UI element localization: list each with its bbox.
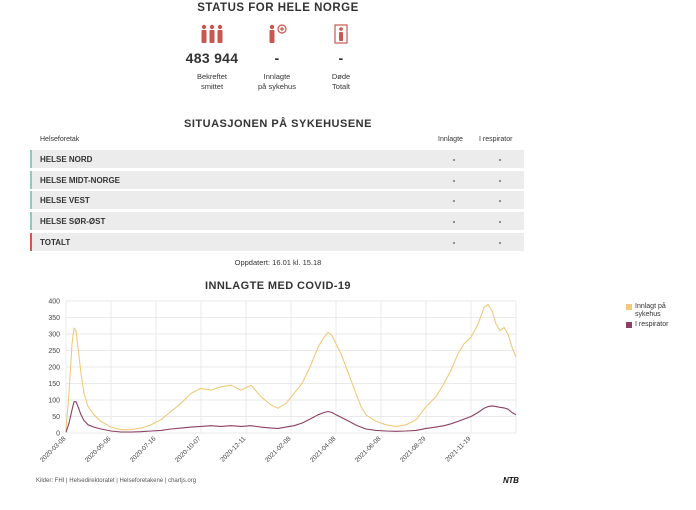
chart-series: [65, 303, 517, 433]
row-respirator: -: [498, 175, 502, 185]
deaths-value: -: [338, 50, 344, 66]
row-name: HELSE VEST: [40, 195, 90, 205]
hospital-row-totalt: TOTALT - -: [30, 233, 524, 251]
hospital-row-helse-vest: HELSE VEST - -: [30, 191, 524, 209]
hospitalized-value: -: [274, 50, 280, 66]
row-admitted: -: [452, 195, 456, 205]
status-title: STATUS FOR HELE NORGE: [197, 2, 359, 14]
legend-label: Innlagt på sykehus: [635, 303, 666, 318]
deaths-label: Døde Totalt: [331, 72, 351, 91]
row-accent-bar: [30, 150, 32, 168]
row-respirator: -: [498, 237, 502, 247]
row-respirator: -: [498, 216, 502, 226]
hospital-row-helse-midt-norge: HELSE MIDT-NORGE - -: [30, 171, 524, 189]
y-tick-label: 100: [48, 398, 60, 405]
chart-grid: [65, 300, 517, 434]
row-admitted: -: [452, 154, 456, 164]
x-tick-label: 2020-05-06: [84, 435, 113, 464]
x-tick-label: 2021-11-19: [444, 435, 472, 463]
y-tick-label: 50: [52, 414, 60, 421]
hospital-row-helse-sor-ost: HELSE SØR-ØST - -: [30, 212, 524, 230]
hospitalized-stat: - Innlagte på sykehus: [232, 22, 322, 92]
x-tick-label: 2020-03-08: [39, 435, 68, 464]
hospitals-title: SITUASJONEN PÅ SYKEHUSENE: [184, 118, 372, 130]
chart-title: INNLAGTE MED COVID-19: [205, 280, 351, 292]
header-respirator: I respirator: [479, 136, 513, 143]
hospital-row-helse-nord: HELSE NORD - -: [30, 150, 524, 168]
hospitalized-label: Innlagte på sykehus: [258, 72, 296, 91]
x-axis-ticks: 2020-03-08 2020-05-06 2020-07-16 2020-10-07…: [39, 435, 473, 464]
legend-swatch: [626, 322, 632, 328]
y-tick-label: 150: [48, 381, 60, 388]
x-tick-label: 2020-12-11: [219, 435, 247, 463]
legend-item-respirator[interactable]: I respirator: [626, 321, 685, 329]
deaths-stat: - Døde Totalt: [296, 22, 386, 92]
row-accent-bar: [30, 233, 32, 251]
x-tick-label: 2021-04-08: [309, 435, 338, 464]
sources-text: Kilder: FHI | Helsedirektoratet | Helsef…: [36, 478, 197, 484]
row-name: HELSE MIDT-NORGE: [40, 175, 121, 185]
y-tick-label: 300: [48, 332, 60, 339]
updated-timestamp: Oppdatert: 16.01 kl. 15.18: [234, 258, 322, 267]
x-tick-label: 2020-07-16: [129, 435, 158, 464]
y-tick-label: 250: [48, 348, 60, 355]
confirmed-label: Bekreftet smittet: [196, 72, 227, 91]
deceased-person-icon: [296, 22, 386, 44]
ntb-logo: NTB: [503, 476, 519, 485]
x-tick-label: 2021-02-08: [264, 435, 293, 464]
y-tick-label: 0: [56, 431, 60, 438]
legend-item-admitted[interactable]: Innlagt på sykehus: [626, 303, 685, 319]
header-admitted: Innlagte: [438, 136, 463, 143]
confirmed-stat: 483 944 Bekreftet smittet: [167, 22, 257, 92]
people-group-icon: [167, 22, 257, 44]
chart-legend: Innlagt på sykehus I respirator: [626, 303, 685, 331]
row-admitted: -: [452, 237, 456, 247]
row-name: HELSE SØR-ØST: [40, 216, 106, 226]
x-tick-label: 2021-08-29: [399, 435, 428, 464]
y-tick-label: 200: [48, 365, 60, 372]
confirmed-value: 483 944: [185, 50, 239, 66]
row-respirator: -: [498, 195, 502, 205]
series-line-admitted: [65, 303, 517, 431]
row-accent-bar: [30, 212, 32, 230]
row-name: TOTALT: [40, 237, 71, 247]
row-accent-bar: [30, 191, 32, 209]
y-tick-label: 350: [48, 315, 60, 322]
series-line-respirator: [65, 401, 517, 433]
header-region: Helseforetak: [40, 136, 80, 143]
row-name: HELSE NORD: [40, 154, 93, 164]
legend-swatch: [626, 304, 632, 310]
y-axis-ticks: 0 50 100 150 200 250 300 350 400: [48, 299, 60, 438]
row-admitted: -: [452, 175, 456, 185]
legend-label: I respirator: [635, 321, 669, 328]
row-admitted: -: [452, 216, 456, 226]
x-tick-label: 2020-10-07: [174, 435, 203, 464]
x-tick-label: 2021-06-08: [354, 435, 383, 464]
row-respirator: -: [498, 154, 502, 164]
hospital-person-icon: [232, 22, 322, 44]
y-tick-label: 400: [48, 299, 60, 306]
row-accent-bar: [30, 171, 32, 189]
